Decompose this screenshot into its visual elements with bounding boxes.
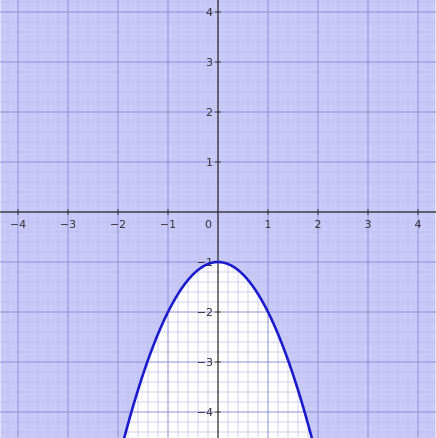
x-tick-label: 4 <box>415 218 422 231</box>
x-tick-label: −4 <box>10 218 26 231</box>
tick-labels: −4 −3 −2 −1 1 2 3 4 4 3 2 1 −1 −2 −3 −4 0 <box>10 6 422 419</box>
y-tick-label: −2 <box>197 306 213 319</box>
origin-label: 0 <box>205 218 212 231</box>
x-tick-label: 2 <box>315 218 322 231</box>
y-tick-label: 3 <box>206 56 213 69</box>
y-tick-label: 4 <box>206 6 213 19</box>
y-tick-label: 2 <box>206 106 213 119</box>
parabola-curve <box>122 260 314 438</box>
x-tick-label: −1 <box>160 218 176 231</box>
x-tick-label: −3 <box>60 218 76 231</box>
x-tick-label: 1 <box>265 218 272 231</box>
y-tick-label: −1 <box>197 256 213 269</box>
y-tick-label: −3 <box>197 356 213 369</box>
y-tick-label: −4 <box>197 406 213 419</box>
x-tick-label: −2 <box>110 218 126 231</box>
x-tick-label: 3 <box>365 218 372 231</box>
y-tick-label: 1 <box>206 156 213 169</box>
